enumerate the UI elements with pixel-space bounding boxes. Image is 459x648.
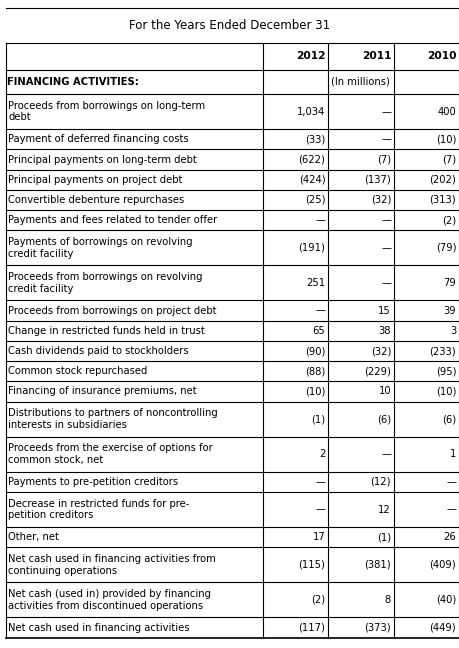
Text: Decrease in restricted funds for pre-
petition creditors: Decrease in restricted funds for pre- pe…: [8, 499, 190, 520]
Text: Convertible debenture repurchases: Convertible debenture repurchases: [8, 195, 185, 205]
Text: 17: 17: [313, 532, 325, 542]
Text: (79): (79): [436, 243, 456, 253]
Text: (424): (424): [299, 175, 325, 185]
Text: (191): (191): [298, 243, 325, 253]
Text: (7): (7): [377, 154, 391, 165]
Text: 26: 26: [443, 532, 456, 542]
Text: 38: 38: [379, 326, 391, 336]
Text: —: —: [381, 215, 391, 226]
Text: (32): (32): [371, 195, 391, 205]
Text: (409): (409): [430, 560, 456, 570]
Text: Payments and fees related to tender offer: Payments and fees related to tender offe…: [8, 215, 218, 226]
Text: (137): (137): [364, 175, 391, 185]
Text: (622): (622): [298, 154, 325, 165]
Text: 2012: 2012: [297, 51, 326, 62]
Text: (In millions): (In millions): [331, 77, 390, 87]
Text: (115): (115): [298, 560, 325, 570]
Text: (95): (95): [436, 366, 456, 376]
Text: Other, net: Other, net: [8, 532, 59, 542]
Text: Proceeds from borrowings on long-term
debt: Proceeds from borrowings on long-term de…: [8, 101, 205, 122]
Text: Financing of insurance premiums, net: Financing of insurance premiums, net: [8, 386, 197, 397]
Text: —: —: [381, 449, 391, 459]
Text: (6): (6): [377, 414, 391, 424]
Text: Net cash used in financing activities: Net cash used in financing activities: [8, 623, 190, 632]
Text: Common stock repurchased: Common stock repurchased: [8, 366, 148, 376]
Text: (1): (1): [311, 414, 325, 424]
Text: 39: 39: [443, 306, 456, 316]
Text: Payments of borrowings on revolving
credit facility: Payments of borrowings on revolving cred…: [8, 237, 193, 259]
Text: 79: 79: [443, 278, 456, 288]
Text: 2010: 2010: [427, 51, 457, 62]
Text: (7): (7): [442, 154, 456, 165]
Text: Cash dividends paid to stockholders: Cash dividends paid to stockholders: [8, 346, 189, 356]
Text: 2: 2: [319, 449, 325, 459]
Text: (373): (373): [364, 623, 391, 632]
Text: Proceeds from the exercise of options for
common stock, net: Proceeds from the exercise of options fo…: [8, 443, 213, 465]
Text: —: —: [446, 477, 456, 487]
Text: —: —: [381, 243, 391, 253]
Text: Proceeds from borrowings on revolving
credit facility: Proceeds from borrowings on revolving cr…: [8, 272, 203, 294]
Text: 1,034: 1,034: [297, 107, 325, 117]
Text: —: —: [315, 505, 325, 515]
Text: (117): (117): [298, 623, 325, 632]
Text: —: —: [315, 477, 325, 487]
Text: (313): (313): [430, 195, 456, 205]
Text: (25): (25): [305, 195, 325, 205]
Text: (2): (2): [311, 595, 325, 605]
Text: —: —: [381, 107, 391, 117]
Text: Net cash (used in) provided by financing
activities from discontinued operations: Net cash (used in) provided by financing…: [8, 589, 211, 610]
Text: 251: 251: [306, 278, 325, 288]
Text: 15: 15: [378, 306, 391, 316]
Text: 12: 12: [378, 505, 391, 515]
Text: Change in restricted funds held in trust: Change in restricted funds held in trust: [8, 326, 205, 336]
Text: Proceeds from borrowings on project debt: Proceeds from borrowings on project debt: [8, 306, 217, 316]
Text: (88): (88): [305, 366, 325, 376]
Text: 1: 1: [450, 449, 456, 459]
Text: (12): (12): [370, 477, 391, 487]
Text: —: —: [315, 306, 325, 316]
Text: (10): (10): [436, 386, 456, 397]
Text: (6): (6): [442, 414, 456, 424]
Text: (10): (10): [305, 386, 325, 397]
Text: (233): (233): [430, 346, 456, 356]
Text: 10: 10: [378, 386, 391, 397]
Text: (2): (2): [442, 215, 456, 226]
Text: —: —: [381, 278, 391, 288]
Text: Payments to pre-petition creditors: Payments to pre-petition creditors: [8, 477, 179, 487]
Text: Principal payments on project debt: Principal payments on project debt: [8, 175, 183, 185]
Text: 400: 400: [437, 107, 456, 117]
Text: (90): (90): [305, 346, 325, 356]
Text: (381): (381): [364, 560, 391, 570]
Text: 65: 65: [313, 326, 325, 336]
Text: Distributions to partners of noncontrolling
interests in subsidiaries: Distributions to partners of noncontroll…: [8, 408, 218, 430]
Text: —: —: [446, 505, 456, 515]
Text: (32): (32): [371, 346, 391, 356]
Text: (449): (449): [430, 623, 456, 632]
Text: —: —: [381, 134, 391, 145]
Text: Net cash used in financing activities from
continuing operations: Net cash used in financing activities fr…: [8, 554, 216, 575]
Text: (229): (229): [364, 366, 391, 376]
Text: For the Years Ended December 31: For the Years Ended December 31: [129, 19, 330, 32]
Text: Principal payments on long-term debt: Principal payments on long-term debt: [8, 154, 197, 165]
Text: 3: 3: [450, 326, 456, 336]
Text: Payment of deferred financing costs: Payment of deferred financing costs: [8, 134, 189, 145]
Text: (10): (10): [436, 134, 456, 145]
Text: —: —: [315, 215, 325, 226]
Text: FINANCING ACTIVITIES:: FINANCING ACTIVITIES:: [7, 77, 139, 87]
Text: (202): (202): [430, 175, 456, 185]
Text: 2011: 2011: [362, 51, 392, 62]
Text: (40): (40): [436, 595, 456, 605]
Text: (33): (33): [305, 134, 325, 145]
Text: 8: 8: [385, 595, 391, 605]
Text: (1): (1): [377, 532, 391, 542]
